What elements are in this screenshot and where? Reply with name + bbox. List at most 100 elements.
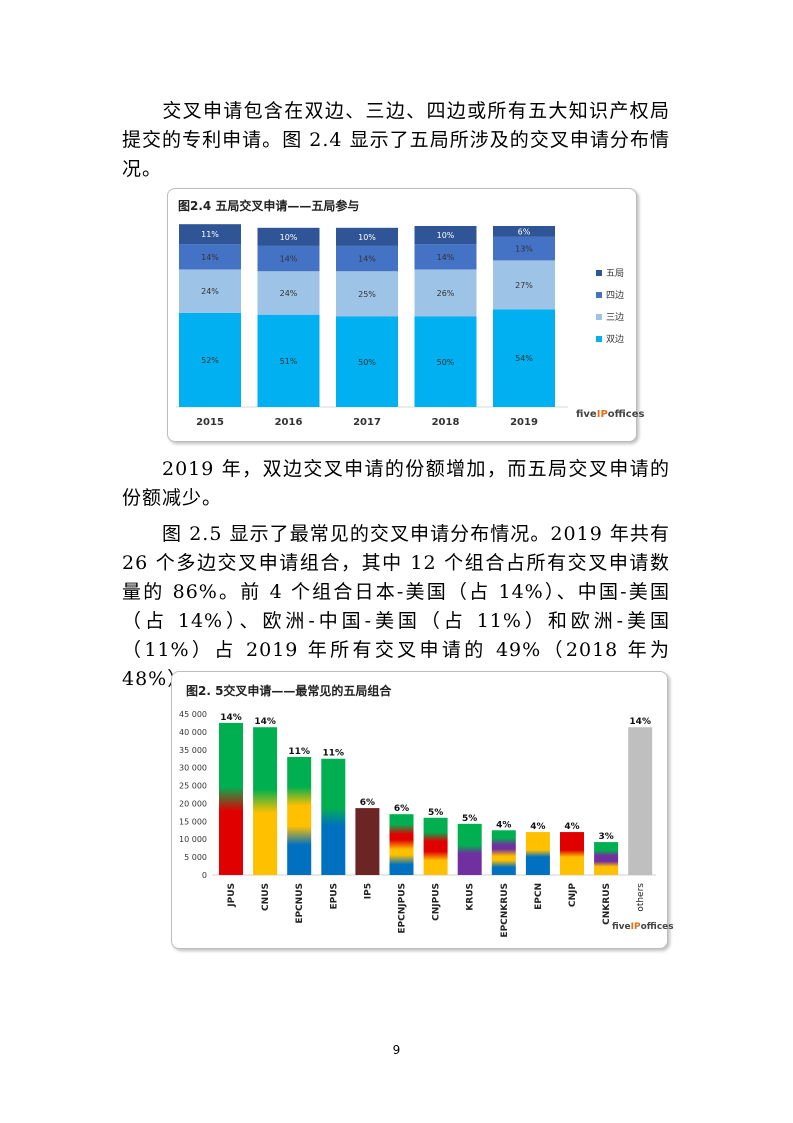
bar-cnkrus bbox=[594, 842, 619, 875]
x-tick-label: others bbox=[636, 883, 646, 912]
bar-data-label: 5% bbox=[428, 808, 443, 818]
bar-data-label: 6% bbox=[518, 227, 531, 236]
bar-data-label: 26% bbox=[437, 289, 455, 298]
legend-swatch bbox=[596, 292, 602, 298]
intro-paragraph: 交叉申请包含在双边、三边、四边或所有五大知识产权局提交的专利申请。图 2.4 显… bbox=[122, 97, 670, 184]
legend-label: 五局 bbox=[606, 268, 624, 279]
bar-data-label: 14% bbox=[629, 717, 651, 727]
x-tick-label: CNKRUS bbox=[602, 883, 612, 925]
bar-krus bbox=[457, 823, 482, 875]
figure-2-5-title: 图2. 5交叉申请——最常见的五局组合 bbox=[186, 684, 392, 698]
bar-segment bbox=[336, 271, 398, 317]
bar-data-label: 11% bbox=[288, 747, 310, 757]
y-tick-label: 10 000 bbox=[179, 835, 207, 844]
legend-label: 三边 bbox=[606, 312, 624, 323]
y-tick-label: 45 000 bbox=[179, 710, 207, 719]
bar-epcn bbox=[525, 832, 550, 875]
bar-data-label: 10% bbox=[437, 231, 455, 240]
y-tick-label: 30 000 bbox=[179, 764, 207, 773]
figure-2-4-title: 图2.4 五局交叉申请——五局参与 bbox=[178, 199, 360, 213]
x-tick-label: EPCNUS bbox=[295, 883, 305, 924]
y-tick-label: 25 000 bbox=[179, 782, 207, 791]
figure-2-4-chart: 52% 24% 14% 11% 2015 51% 24% 14% 10% 2016 50% 25% 14… bbox=[176, 224, 624, 428]
x-tick-label: CNJPUS bbox=[432, 883, 442, 921]
bar-segment bbox=[336, 227, 398, 246]
bar-segment bbox=[257, 314, 320, 407]
share-paragraph: 2019 年，双边交叉申请的份额增加，而五局交叉申请的份额减少。 bbox=[122, 455, 670, 513]
bar-data-label: 13% bbox=[515, 245, 533, 254]
y-tick-label: 15 000 bbox=[179, 817, 207, 826]
bar-segment bbox=[414, 226, 477, 245]
bar-ip5 bbox=[355, 808, 380, 875]
figure-2-5-box: 图2. 5交叉申请——最常见的五局组合 0 5 000 10 000 15 000 20… bbox=[171, 671, 674, 949]
bar-data-label: 5% bbox=[462, 814, 477, 824]
x-tick-label: CNJP bbox=[568, 883, 578, 907]
bar-data-label: 14% bbox=[280, 255, 298, 264]
bar-data-label: 3% bbox=[598, 832, 613, 842]
bar-data-label: 4% bbox=[496, 820, 511, 830]
bar-epcnus bbox=[287, 756, 312, 875]
page-number: 9 bbox=[392, 1043, 401, 1057]
share-paragraph-text: 2019 年，双边交叉申请的份额增加，而五局交叉申请的份额减少。 bbox=[122, 458, 670, 509]
combination-paragraph-text: 图 2.5 显示了最常见的交叉申请分布情况。2019 年共有 26 个多边交叉申… bbox=[122, 523, 670, 690]
bar-data-label: 51% bbox=[280, 357, 298, 366]
x-tick-label: 2016 bbox=[275, 417, 303, 428]
bar-epus bbox=[321, 758, 346, 875]
fiveipoffices-logo-2: fiveIPoffices bbox=[612, 922, 674, 932]
bar-segment bbox=[493, 309, 555, 407]
bar-segment bbox=[179, 244, 241, 270]
x-tick-label: 2015 bbox=[196, 417, 224, 428]
bar-data-label: 14% bbox=[437, 253, 455, 262]
bar-data-label: 10% bbox=[280, 233, 298, 242]
bar-data-label: 4% bbox=[530, 822, 545, 832]
bar-cnjp bbox=[560, 832, 584, 875]
y-tick-label: 0 bbox=[202, 871, 207, 880]
y-tick-label: 35 000 bbox=[179, 746, 207, 755]
bar-segment bbox=[414, 316, 477, 407]
x-tick-label: CNUS bbox=[261, 883, 271, 911]
bar-segment bbox=[414, 244, 477, 270]
bar-segment bbox=[336, 316, 398, 407]
x-tick-label: EPCNJPUS bbox=[398, 883, 408, 934]
x-tick-label: JPUS bbox=[227, 883, 237, 908]
bar-data-label: 10% bbox=[358, 233, 376, 242]
x-tick-label: IP5 bbox=[363, 883, 373, 899]
bar-others bbox=[628, 727, 653, 875]
bar-data-label: 50% bbox=[437, 358, 455, 367]
bar-data-label: 14% bbox=[201, 253, 219, 262]
bar-data-label: 6% bbox=[360, 798, 375, 808]
bar-segment bbox=[257, 245, 320, 272]
bar-segment bbox=[179, 224, 241, 245]
bar-epcnkrus bbox=[491, 830, 516, 875]
bar-data-label: 6% bbox=[394, 804, 409, 814]
bar-segment bbox=[336, 245, 398, 272]
bar-data-label: 27% bbox=[515, 281, 533, 290]
bar-segment bbox=[257, 271, 320, 315]
bar-data-label: 54% bbox=[515, 354, 533, 363]
bar-segment bbox=[493, 226, 555, 237]
bar-data-label: 24% bbox=[201, 287, 219, 296]
bar-data-label: 52% bbox=[201, 356, 219, 365]
bar-data-label: 25% bbox=[358, 290, 376, 299]
legend-swatch bbox=[596, 336, 602, 342]
bar-epcnjpus bbox=[389, 814, 414, 875]
x-tick-label: EPUS bbox=[329, 883, 339, 910]
bar-data-label: 11% bbox=[323, 749, 345, 759]
bar-data-label: 14% bbox=[358, 255, 376, 264]
bar-segment bbox=[179, 269, 241, 313]
bar-cnjpus bbox=[423, 817, 448, 875]
y-tick-label: 20 000 bbox=[179, 799, 207, 808]
x-tick-label: 2019 bbox=[510, 417, 538, 428]
intro-paragraph-text: 交叉申请包含在双边、三边、四边或所有五大知识产权局提交的专利申请。图 2.4 显… bbox=[122, 100, 670, 180]
bar-segment bbox=[493, 236, 555, 261]
y-tick-label: 5 000 bbox=[184, 853, 207, 862]
bar-segment bbox=[257, 227, 320, 246]
figure-2-5-chart: 0 5 000 10 000 15 000 20 000 25 000 30 000 35 0… bbox=[179, 710, 656, 938]
x-tick-label: EPCNKRUS bbox=[500, 883, 510, 938]
y-tick-label: 40 000 bbox=[179, 728, 207, 737]
x-tick-label: 2018 bbox=[432, 417, 460, 428]
legend-label: 四边 bbox=[606, 290, 624, 301]
fiveipoffices-logo-1: fiveIPoffices bbox=[576, 409, 645, 420]
figure-2-4-box: 图2.4 五局交叉申请——五局参与 52% 24% 14% 11% 2015 51% 24%… bbox=[167, 188, 644, 442]
legend-label: 双边 bbox=[606, 334, 624, 345]
